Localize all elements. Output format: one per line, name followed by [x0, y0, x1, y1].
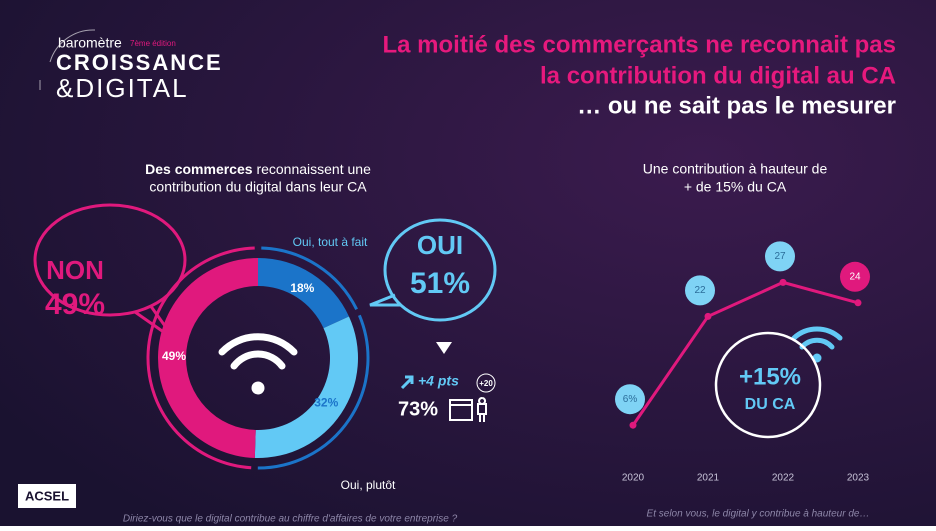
- share: 73%: [398, 398, 438, 420]
- headline: La moitié des commerçants ne reconnait p…: [382, 31, 896, 58]
- chart-title: contribution du digital dans leur CA: [149, 179, 367, 195]
- logo: ACSEL: [25, 488, 69, 503]
- outer-ring: [261, 246, 358, 310]
- value-label: 24: [849, 271, 861, 282]
- oui-label: OUI: [417, 230, 463, 260]
- trend-arrow: [400, 375, 414, 390]
- logo-box: [18, 484, 76, 508]
- non-label: NON: [46, 255, 104, 285]
- value-label: 18%: [290, 281, 314, 295]
- value-bubble: [685, 275, 715, 306]
- donut-segment: [254, 316, 358, 458]
- age: +20: [479, 379, 493, 388]
- brand-ornament: [39, 29, 96, 90]
- footnote: Et selon vous, le digital y contribue à …: [647, 509, 870, 520]
- brand-line3: &DIGITAL: [56, 73, 189, 103]
- x-tick-label: 2023: [847, 473, 870, 484]
- oui-value: 51%: [410, 267, 470, 300]
- donut-segment: [258, 258, 349, 329]
- value-bubble: [615, 384, 645, 415]
- badge: +15%: [739, 363, 801, 390]
- x-tick-label: 2022: [772, 473, 795, 484]
- arrow-down: [436, 342, 452, 354]
- outer-ring: [257, 314, 370, 470]
- headline: … ou ne sait pas le mesurer: [577, 92, 896, 119]
- x-tick-label: 2021: [697, 473, 720, 484]
- chart-title: Des commerces reconnaissent une: [145, 161, 371, 177]
- point: [629, 421, 637, 429]
- wifi-icon: [791, 326, 843, 363]
- trend: +4 pts: [418, 373, 459, 389]
- point: [779, 278, 787, 286]
- value-label: 27: [774, 251, 786, 262]
- value-label: 49%: [162, 349, 186, 363]
- outer-ring: [146, 246, 255, 470]
- line: [631, 280, 859, 427]
- title-bold: Des commerces: [145, 161, 253, 177]
- category-label: Oui, tout à fait: [293, 235, 368, 249]
- donut-segment: [158, 258, 258, 458]
- value-bubble: [765, 241, 795, 272]
- point: [854, 299, 862, 307]
- brand-line2: CROISSANCE: [56, 50, 223, 75]
- footnote: Diriez-vous que le digital contribue au …: [123, 514, 458, 525]
- chart-title: Une contribution à hauteur de: [643, 161, 828, 177]
- brand-edition: 7ème édition: [130, 39, 176, 48]
- value-label: 6%: [623, 394, 638, 405]
- title: reconnaissent une: [256, 161, 371, 177]
- chart-title: + de 15% du CA: [684, 179, 787, 195]
- x-tick-label: 2020: [622, 473, 645, 484]
- wifi-icon: [218, 333, 298, 395]
- badge-circle: [714, 331, 822, 439]
- oui-bubble: [369, 218, 497, 322]
- age-badge: [476, 373, 496, 393]
- point: [704, 312, 712, 320]
- category-label: Oui, plutôt: [341, 478, 396, 492]
- badge-sub: DU CA: [745, 396, 796, 413]
- brand-line1: baromètre: [58, 35, 122, 51]
- value-bubble: [840, 261, 870, 292]
- shop-icon: [449, 397, 487, 422]
- value-label: 22: [694, 285, 706, 296]
- value-label: 32%: [314, 396, 338, 410]
- non-value: 49%: [45, 288, 105, 321]
- headline: la contribution du digital au CA: [540, 62, 896, 89]
